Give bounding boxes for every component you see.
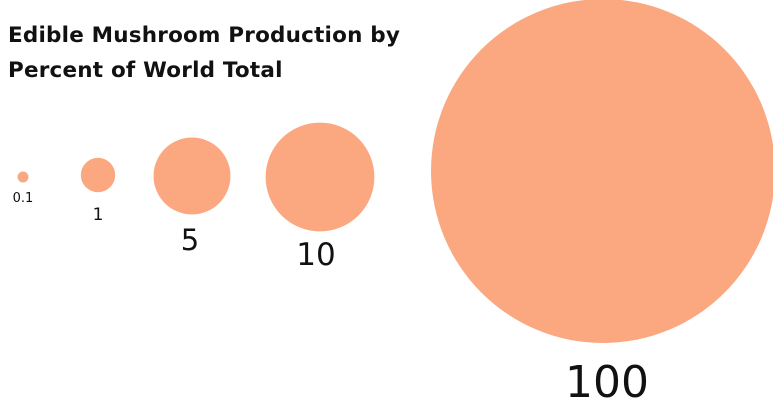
bubble-label-5: 5 [181, 223, 199, 257]
bubble-label-10: 10 [296, 237, 335, 273]
bubble-0-1 [17, 171, 29, 183]
bubble-10 [265, 122, 375, 232]
bubble-label-100: 100 [565, 357, 649, 403]
bubble-100 [431, 0, 773, 343]
chart-title: Edible Mushroom Production by Percent of… [8, 18, 448, 88]
chart-title-line-1: Edible Mushroom Production by [8, 23, 401, 48]
bubble-label-0-1: 0.1 [13, 191, 34, 206]
bubble-label-1: 1 [93, 205, 104, 225]
bubble-5 [153, 137, 231, 215]
chart-title-line-2: Percent of World Total [8, 58, 283, 83]
bubble-1 [80, 157, 116, 193]
